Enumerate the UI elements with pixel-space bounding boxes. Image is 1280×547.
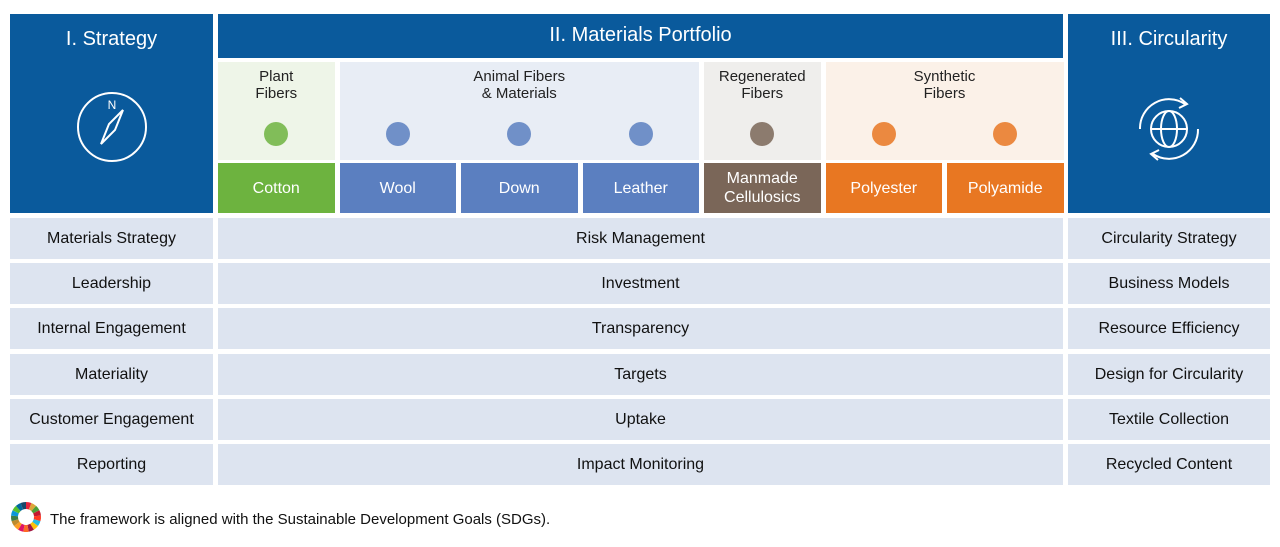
material-icon [871,122,896,146]
material: Down [461,163,578,213]
sdg-segment [12,505,21,514]
sdg-segment [33,510,41,517]
material: Manmade Cellulosics [704,163,821,213]
framework-cell: Internal Engagement [10,308,213,349]
framework-cell: Targets [218,354,1063,395]
strategy-header: I. Strategy [10,14,213,213]
sdg-segment [10,515,19,522]
framework-cell: Resource Efficiency [1068,308,1270,349]
svg-text:N: N [108,98,117,112]
compass-icon: N [77,92,147,162]
framework-cell: Leadership [10,263,213,304]
group-label: Synthetic Fibers [825,62,1064,160]
sdg-segment [23,524,29,532]
framework-cell: Recycled Content [1068,444,1270,485]
material-icon [507,122,532,146]
sdg-segment [30,521,38,530]
material-icon [264,122,289,146]
sdg-segment [33,515,42,522]
framework-cell: Reporting [10,444,213,485]
portfolio-header: II. Materials Portfolio [218,14,1063,58]
sdg-segment [18,523,25,532]
material: Polyamide [947,163,1064,213]
framework-cell: Investment [218,263,1063,304]
sdg-segment [26,502,32,510]
sdg-wheel [10,502,42,532]
framework-cell: Uptake [218,399,1063,440]
framework-cell: Transparency [218,308,1063,349]
material: Leather [582,163,699,213]
material-icon [385,122,410,146]
framework-cell: Textile Collection [1068,399,1270,440]
sdg-segment [15,503,24,512]
framework-cell: Customer Engagement [10,399,213,440]
circularity-header: III. Circularity [1068,14,1270,213]
sdg-segment [28,503,37,512]
framework-cell: Risk Management [218,218,1063,259]
sdg-segment [14,521,22,530]
sdg-segment [31,505,40,514]
footer-text: The framework is aligned with the Sustai… [50,510,551,528]
material-icon [628,122,653,146]
material-icon [750,122,775,146]
framework-cell: Impact Monitoring [218,444,1063,485]
material: Cotton [218,163,335,213]
sdg-segment [20,502,26,510]
material-icon [993,122,1018,146]
sdg-segment [32,519,41,527]
globe-cycle-icon [1138,97,1200,161]
sdg-segment [27,523,34,532]
sdg-segment [11,510,19,517]
framework-cell: Materiality [10,354,213,395]
framework-cell: Materials Strategy [10,218,213,259]
framework-cell: Business Models [1068,263,1270,304]
framework-cell: Circularity Strategy [1068,218,1270,259]
material: Wool [339,163,456,213]
framework-cell: Design for Circularity [1068,354,1270,395]
material: Polyester [825,163,942,213]
sdg-segment [11,519,20,527]
